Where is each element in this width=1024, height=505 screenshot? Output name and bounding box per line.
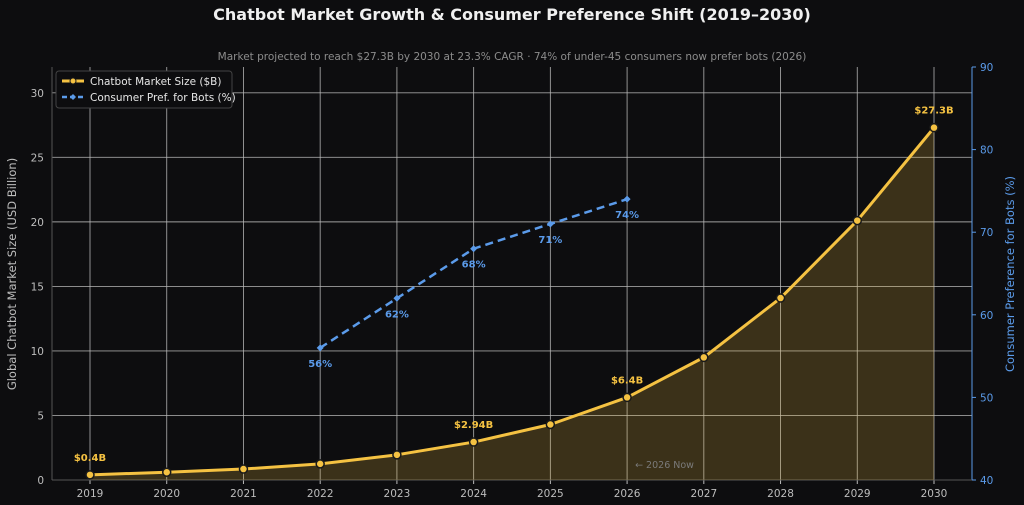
x-tick-label: 2021 <box>230 488 257 500</box>
preference-point <box>470 245 478 253</box>
y-tick-label-left: 30 <box>31 88 44 100</box>
x-tick-label: 2025 <box>537 488 564 500</box>
market-point <box>929 122 939 133</box>
legend-box <box>55 70 233 109</box>
x-tick-label: 2022 <box>307 488 334 500</box>
legend: Chatbot Market Size ($B) Consumer Pref. f… <box>55 70 236 109</box>
preference-data-label: 71% <box>538 235 562 246</box>
y-axis-left-label: Global Chatbot Market Size (USD Billion) <box>5 158 19 390</box>
y-tick-label-right: 90 <box>980 62 993 74</box>
market-point <box>622 392 632 403</box>
market-point <box>392 450 402 460</box>
preference-data-label: 56% <box>308 359 332 370</box>
market-data-label: $2.94B <box>454 420 493 431</box>
x-tick-label: 2026 <box>614 488 641 500</box>
y-tick-label-right: 50 <box>980 392 993 404</box>
market-point <box>699 352 709 363</box>
y-tick-label-right: 80 <box>980 145 993 157</box>
x-tick-label: 2029 <box>844 488 871 500</box>
y-tick-label-right: 70 <box>980 227 993 239</box>
y-tick-label-left: 0 <box>37 475 44 487</box>
preference-point <box>316 344 324 352</box>
y-tick-label-left: 25 <box>31 152 44 164</box>
y-tick-label-left: 10 <box>31 346 44 358</box>
y-tick-label-right: 40 <box>980 475 993 487</box>
y-tick-label-left: 20 <box>31 217 44 229</box>
plot-background <box>52 67 972 480</box>
legend-label-market: Chatbot Market Size ($B) <box>90 76 221 88</box>
market-point <box>545 419 556 430</box>
x-tick-label: 2019 <box>77 488 104 500</box>
now-annotation: ← 2026 Now <box>635 460 694 471</box>
y-tick-label-left: 5 <box>37 410 44 422</box>
preference-point <box>393 294 401 302</box>
market-point <box>161 467 172 478</box>
x-tick-label: 2023 <box>384 488 411 500</box>
preference-point <box>546 220 554 228</box>
y-tick-label-left: 15 <box>31 281 44 293</box>
legend-marker-preference <box>70 94 76 100</box>
market-data-label: $6.4B <box>611 375 643 386</box>
market-data-label: $0.4B <box>74 453 106 464</box>
legend-marker-market <box>69 77 77 85</box>
legend-label-preference: Consumer Pref. for Bots (%) <box>90 92 236 104</box>
preference-data-label: 74% <box>615 210 639 221</box>
market-point <box>852 215 863 226</box>
x-tick-label: 2020 <box>153 488 180 500</box>
chart-title: Chatbot Market Growth & Consumer Prefere… <box>213 5 811 24</box>
market-point <box>85 470 95 480</box>
market-data-label: $27.3B <box>914 106 953 117</box>
x-tick-label: 2028 <box>767 488 794 500</box>
chart-subtitle: Market projected to reach $27.3B by 2030… <box>218 51 807 63</box>
preference-data-label: 68% <box>462 260 486 271</box>
preference-data-label: 62% <box>385 309 409 320</box>
market-point <box>238 464 249 474</box>
market-point <box>775 293 786 303</box>
y-tick-label-right: 60 <box>980 310 993 322</box>
x-tick-label: 2027 <box>690 488 717 500</box>
market-point <box>315 459 325 469</box>
market-point <box>468 437 479 447</box>
y-axis-right-label: Consumer Preference for Bots (%) <box>1003 176 1017 372</box>
preference-point <box>623 195 631 203</box>
market-area-fill <box>90 127 934 481</box>
x-tick-label: 2030 <box>921 488 948 500</box>
market-series-line <box>89 126 936 477</box>
x-tick-label: 2024 <box>460 488 487 500</box>
